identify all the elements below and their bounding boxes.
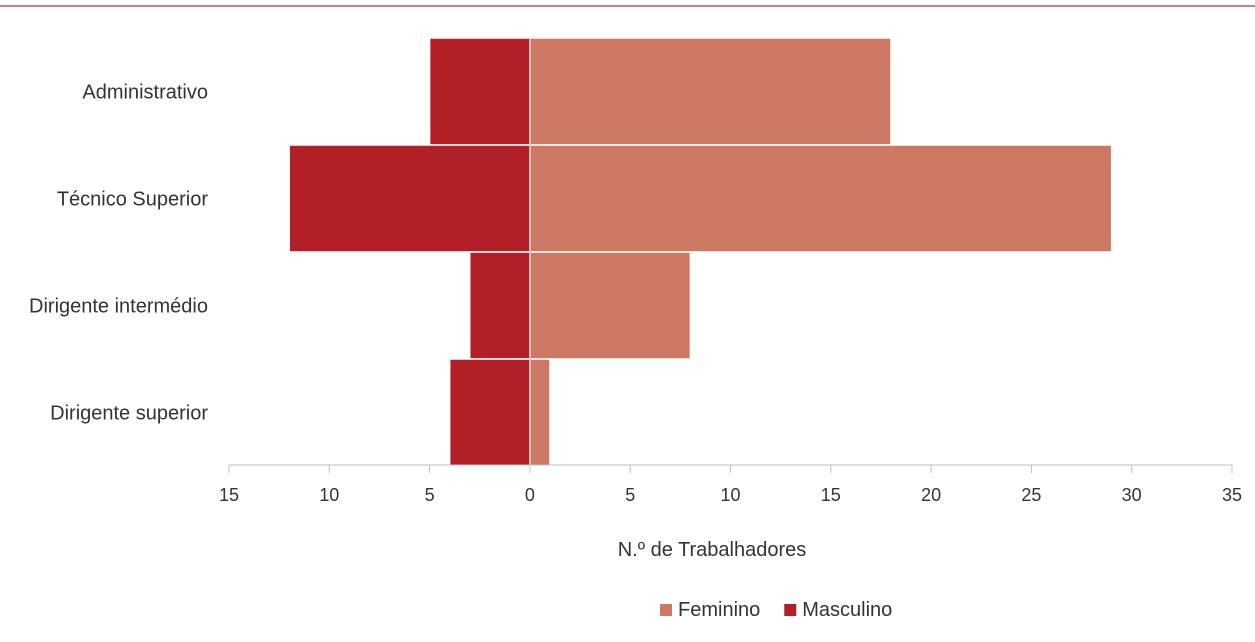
bar-masculino-tecnico-superior bbox=[288, 144, 531, 253]
x-tick-label: 30 bbox=[1122, 485, 1142, 505]
legend: Feminino Masculino bbox=[660, 599, 892, 621]
x-tick-label: 15 bbox=[821, 485, 841, 505]
bar-feminino-tecnico-superior bbox=[529, 144, 1113, 253]
x-tick-label: 15 bbox=[219, 485, 239, 505]
x-tick-label: 25 bbox=[1021, 485, 1041, 505]
bar-feminino-dirigente-superior bbox=[529, 358, 551, 467]
category-label: Administrativo bbox=[82, 82, 208, 104]
x-tick-label: 20 bbox=[921, 485, 941, 505]
bar-masculino-dirigente-intermedio bbox=[468, 251, 531, 360]
bars-group bbox=[288, 37, 1113, 467]
x-axis-title: N.º de Trabalhadores bbox=[618, 539, 807, 561]
legend-label-masculino: Masculino bbox=[802, 599, 892, 621]
x-axis: 15 10 5 0 5 10 15 20 25 30 35 bbox=[219, 38, 1242, 505]
x-tick-label: 10 bbox=[319, 485, 339, 505]
x-tick-label: 5 bbox=[425, 485, 435, 505]
legend-swatch-feminino bbox=[660, 604, 672, 616]
category-label: Dirigente intermédio bbox=[29, 296, 208, 318]
category-labels: Administrativo Técnico Superior Dirigente … bbox=[29, 82, 208, 425]
bar-feminino-administrativo bbox=[529, 37, 892, 146]
x-tick-label: 5 bbox=[625, 485, 635, 505]
category-label: Técnico Superior bbox=[57, 189, 209, 211]
x-tick-label: 0 bbox=[525, 485, 535, 505]
legend-label-feminino: Feminino bbox=[678, 599, 760, 621]
category-label: Dirigente superior bbox=[50, 403, 208, 425]
bar-feminino-dirigente-intermedio bbox=[529, 251, 692, 360]
bar-masculino-administrativo bbox=[428, 37, 531, 146]
bar-masculino-dirigente-superior bbox=[448, 358, 531, 467]
x-tick-label: 35 bbox=[1222, 485, 1242, 505]
legend-swatch-masculino bbox=[784, 604, 797, 616]
x-tick-label: 10 bbox=[720, 485, 740, 505]
